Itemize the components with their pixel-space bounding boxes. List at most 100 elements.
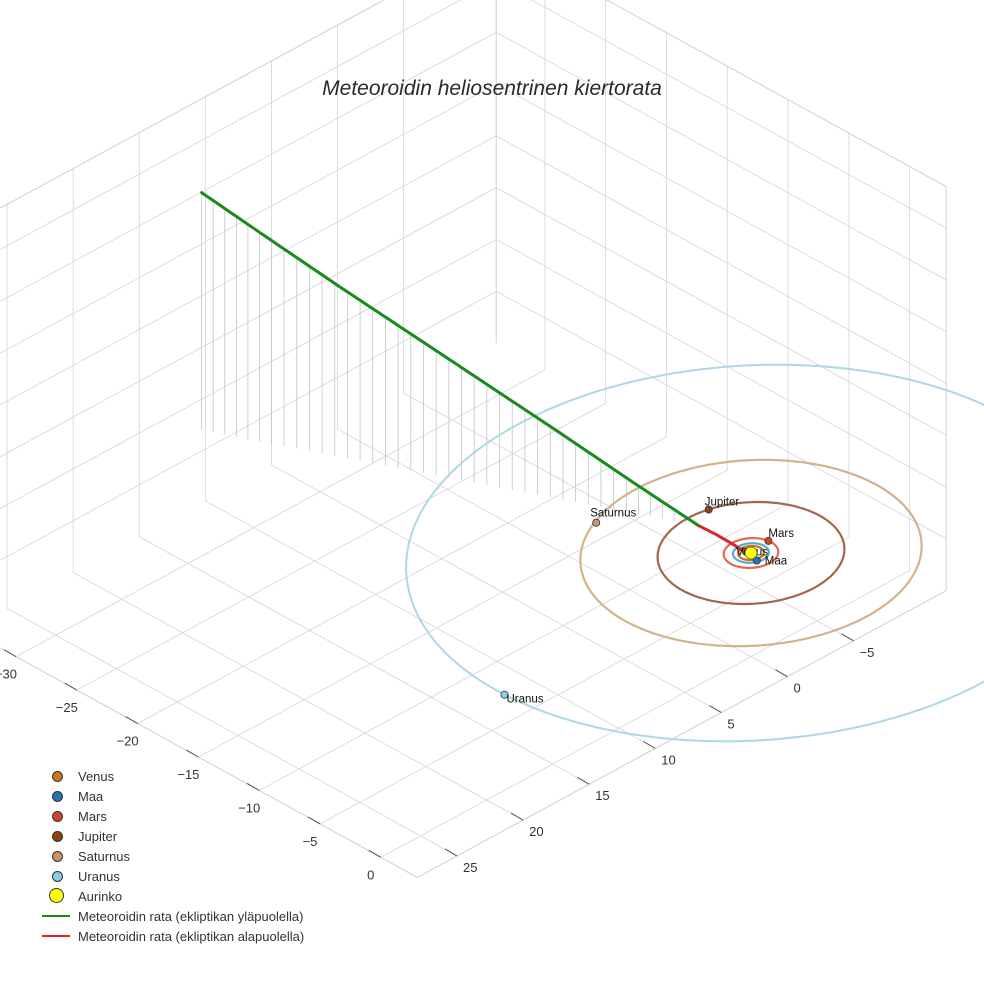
x-tick-mark [125,716,138,724]
wall-grid-line [0,187,497,458]
legend-item[interactable]: Saturnus [40,846,304,866]
chart-title: Meteoroidin heliosentrinen kiertorata [322,77,662,100]
x-tick-mark [186,749,199,758]
floor-grid-line [137,436,667,724]
wall-grid-line [495,187,947,436]
wall-grid-line [0,83,497,354]
y-tick-mark [775,669,788,678]
floor-grid-line [76,402,606,691]
x-tick-label: 0 [367,867,374,882]
legend-marker-swatch [40,806,78,826]
floor-grid-line [15,369,546,658]
y-tick-mark [510,812,524,821]
x-tick-mark [307,816,321,825]
box-edge [605,0,947,188]
wall-grid-line [530,0,947,229]
floor-grid-line [139,536,590,785]
y-tick-label: 15 [595,788,609,803]
planet-saturnus [592,518,601,527]
y-tick-label: 0 [794,681,801,696]
floor-grid-line [271,464,722,713]
planet-maa [752,556,761,565]
legend-marker-swatch [40,846,78,866]
x-tick-mark [246,783,260,791]
legend-label: Aurinko [78,888,123,904]
y-tick-label: 20 [529,824,543,839]
y-tick-label: 25 [463,860,477,875]
legend-label: Jupiter [78,828,118,844]
legend-label: Venus [78,768,115,784]
legend-swatch-shape [42,915,70,917]
x-tick-label: −25 [56,700,78,715]
y-tick-mark [709,705,722,713]
legend-marker-swatch [40,826,78,846]
legend-item[interactable]: Jupiter [40,826,304,846]
y-tick-mark [444,848,458,857]
chart-grid [0,0,947,878]
y-tick-mark [643,740,656,749]
x-tick-mark [64,682,78,691]
planet-label-saturnus: Saturnus [590,508,636,520]
legend-swatch-shape [52,811,63,822]
floor-grid-line [337,428,788,678]
trajectory-above [200,191,700,527]
y-tick-label: 10 [661,752,675,767]
drop-lines [201,192,687,524]
wall-grid-line [0,0,462,251]
x-tick-label: −15 [177,767,199,782]
x-tick-label: −30 [0,667,17,682]
planet-label-uranus: Uranus [507,694,544,706]
y-tick-label: 5 [727,717,734,732]
box-edge [417,590,947,878]
legend-marker-swatch [40,786,78,806]
legend-label: Meteoroidin rata (ekliptikan yläpuolella… [78,908,304,924]
legend: Venus Maa Mars Jupiter Saturnus Uranus Aurinko… [40,766,304,946]
sun-marker [744,546,758,560]
floor-grid-line [205,500,656,749]
y-tick-mark [841,633,854,642]
legend-swatch-shape [42,935,70,937]
legend-item[interactable]: Aurinko [40,886,304,906]
planet-uranus [500,690,509,699]
legend-item[interactable]: Meteoroidin rata (ekliptikan alapuolella… [40,926,304,946]
orbit-saturnus [579,458,923,648]
axis-ticks: −50510152025−30−25−20−15−10−50−505101520… [0,633,875,882]
x-tick-mark [3,649,17,658]
wall-grid-line [0,135,497,406]
x-tick-mark [368,849,382,858]
legend-line-swatch [40,926,78,946]
floor-grid-line [6,607,458,857]
wall-grid-line [0,31,497,302]
legend-item[interactable]: Uranus [40,866,304,886]
wall-grid-line [0,290,497,561]
legend-label: Meteoroidin rata (ekliptikan alapuolella… [78,928,305,944]
legend-marker-swatch [40,886,78,906]
legend-label: Uranus [78,868,120,884]
legend-marker-swatch [40,866,78,886]
planet-label-mars: Mars [768,528,794,540]
y-tick-label: −5 [860,645,875,660]
floor-grid-line [198,469,728,758]
wall-grid-line [495,239,947,488]
floor-grid-line [72,572,524,821]
floor-grid-line [380,570,910,858]
legend-item[interactable]: Venus [40,766,304,786]
legend-swatch-shape [52,871,63,882]
legend-swatch-shape [52,831,63,842]
legend-item[interactable]: Mars [40,806,304,826]
floor-grid-line [259,503,789,791]
planet-jupiter [704,505,713,514]
legend-label: Mars [78,808,107,824]
legend-swatch-shape [52,791,63,802]
legend-item[interactable]: Maa [40,786,304,806]
wall-grid-line [495,83,947,333]
planet-label-jupiter: Jupiter [705,497,740,509]
legend-label: Maa [78,788,104,804]
planet-orbits [405,363,984,743]
legend-item[interactable]: Meteoroidin rata (ekliptikan yläpuolella… [40,906,304,926]
legend-marker-swatch [40,766,78,786]
wall-grid-line [495,135,947,384]
planet-label-maa: Maa [765,556,788,568]
